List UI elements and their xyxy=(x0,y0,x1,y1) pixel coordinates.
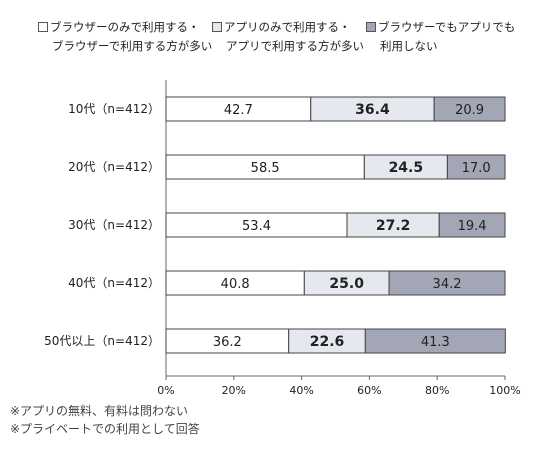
x-tick-label: 20% xyxy=(222,384,246,397)
x-tick-label: 40% xyxy=(289,384,313,397)
data-label: 53.4 xyxy=(242,219,271,234)
category-label: 30代（n=412） xyxy=(68,218,160,232)
data-label: 41.3 xyxy=(421,335,450,350)
bar-segment xyxy=(446,154,506,180)
legend-label-app-line2: アプリで利用する方が多い xyxy=(226,39,364,53)
legend-label-none-line1: ブラウザーでもアプリでも xyxy=(378,20,516,34)
bar-segment xyxy=(438,212,506,238)
bar-segment xyxy=(165,328,290,354)
footnote-1: ※アプリの無料、有料は問わない xyxy=(10,404,189,418)
x-tick-label: 80% xyxy=(425,384,449,397)
category-label: 50代以上（n=412） xyxy=(44,334,160,348)
legend-swatch-app xyxy=(212,22,222,32)
bar-segment xyxy=(310,96,435,122)
data-label: 19.4 xyxy=(458,219,487,234)
data-label: 36.4 xyxy=(355,102,390,118)
bar-segment xyxy=(165,270,305,296)
bar-segment xyxy=(388,270,506,296)
legend-item-app: アプリのみで利用する・ アプリで利用する方が多い xyxy=(212,18,364,56)
legend-swatch-none xyxy=(366,22,376,32)
footnote-2: ※プライベートでの利用として回答 xyxy=(10,422,200,436)
bar-segment xyxy=(346,212,440,238)
legend-label-browser-line1: ブラウザーのみで利用する・ xyxy=(50,20,200,34)
bar-segment xyxy=(165,154,365,180)
data-label: 42.7 xyxy=(224,103,253,118)
data-label: 20.9 xyxy=(455,103,484,118)
legend-swatch-browser xyxy=(38,22,48,32)
bar-segment xyxy=(303,270,390,296)
x-tick-label: 0% xyxy=(157,384,174,397)
bar-segment xyxy=(165,96,312,122)
legend-label-browser-line2: ブラウザーで利用する方が多い xyxy=(52,39,213,53)
data-label: 22.6 xyxy=(310,334,345,350)
bar-segment xyxy=(288,328,366,354)
data-label: 36.2 xyxy=(213,335,242,350)
x-tick-label: 100% xyxy=(489,384,520,397)
category-label: 20代（n=412） xyxy=(68,160,160,174)
x-tick-label: 60% xyxy=(357,384,381,397)
bar-segment xyxy=(364,328,506,354)
legend-label-none-line2: 利用しない xyxy=(380,39,438,53)
data-label: 17.0 xyxy=(462,161,491,176)
category-label: 10代（n=412） xyxy=(68,102,160,116)
data-label: 24.5 xyxy=(389,160,424,176)
bar-segment xyxy=(165,212,348,238)
data-label: 25.0 xyxy=(329,276,364,292)
data-label: 34.2 xyxy=(433,277,462,292)
legend-item-none: ブラウザーでもアプリでも 利用しない xyxy=(366,18,515,56)
data-label: 58.5 xyxy=(251,161,280,176)
legend-item-browser: ブラウザーのみで利用する・ ブラウザーで利用する方が多い xyxy=(38,18,212,56)
data-label: 27.2 xyxy=(376,218,411,234)
category-label: 40代（n=412） xyxy=(68,276,160,290)
data-label: 40.8 xyxy=(221,277,250,292)
bar-segment xyxy=(363,154,448,180)
legend-label-app-line1: アプリのみで利用する・ xyxy=(224,20,351,34)
bar-segment xyxy=(433,96,506,122)
